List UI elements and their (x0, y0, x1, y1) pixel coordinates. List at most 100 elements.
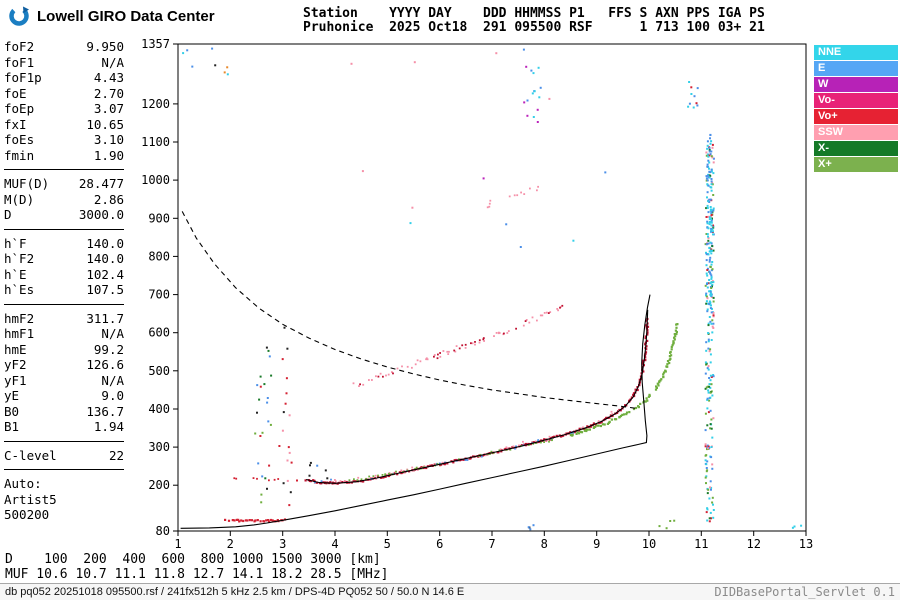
param-value: 9.950 (86, 39, 124, 54)
x-tick-label: 12 (746, 537, 760, 551)
x-tick-label: 1 (174, 537, 181, 551)
legend-vo-: Vo- (814, 93, 898, 108)
trace-Es-O (224, 518, 287, 523)
y-tick-label: 900 (148, 211, 170, 225)
param-label: h`Es (4, 282, 35, 297)
param-fxi: fxI 10.65 (4, 117, 124, 133)
param-label: foF1p (4, 70, 42, 85)
x-tick-label: 10 (642, 537, 656, 551)
servlet-label: DIDBasePortal_Servlet 0.1 (714, 585, 895, 599)
param-b0: B0 136.7 (4, 404, 124, 420)
param-h-f2: h`F2 140.0 (4, 251, 124, 267)
param-foep: foEp 3.07 (4, 101, 124, 117)
parameter-panel: foF2 9.950 foF1 N/A foF1p 4.43 foE 2.70 foEp 3.07… (4, 39, 124, 523)
param-label: B1 (4, 419, 20, 434)
noise-dots-orange (223, 66, 229, 76)
param-value: 140.0 (86, 235, 124, 251)
param-value: 107.5 (86, 282, 124, 297)
param-value: N/A (101, 326, 124, 341)
x-tick-label: 8 (541, 537, 548, 551)
param-hmf1: hmF1 N/A (4, 326, 124, 342)
y-tick-label: 600 (148, 326, 170, 340)
param-label: hmF1 (4, 326, 35, 341)
param-value: 311.7 (86, 310, 124, 326)
param-label: fmin (4, 147, 35, 163)
param-text-artist5: Artist5 (4, 491, 57, 507)
param-value: 9.0 (101, 388, 124, 403)
param-value: 10.65 (86, 116, 124, 132)
dmuf-distance-row: D 100 200 400 600 800 1000 1500 3000 [km… (5, 552, 381, 567)
x-tick-label: 2 (227, 537, 234, 551)
x-tick-label: 5 (384, 537, 391, 551)
param-value: 126.6 (86, 357, 124, 372)
param-h-es: h`Es 107.5 (4, 282, 124, 298)
dmuf-table: D 100 200 400 600 800 1000 1500 3000 [km… (5, 552, 389, 582)
param-value: 99.2 (93, 341, 124, 357)
y-tick-label: 800 (148, 249, 170, 263)
param-divider (4, 469, 124, 470)
status-text: db pq052 20251018 095500.rsf / 241fx512h… (5, 586, 465, 598)
legend-vo-: Vo+ (814, 109, 898, 124)
param-label: foE (4, 85, 27, 101)
y-tick-label: 80 (156, 524, 170, 538)
param-b1: B1 1.94 (4, 419, 124, 435)
param-label: MUF(D) (4, 176, 50, 191)
y-tick-label: 300 (148, 440, 170, 454)
param-label: yE (4, 388, 20, 403)
param-hmf2: hmF2 311.7 (4, 311, 124, 327)
status-bar: db pq052 20251018 095500.rsf / 241fx512h… (0, 583, 900, 600)
param-divider (4, 440, 124, 442)
param-text-auto: Auto: (4, 476, 42, 491)
trace-F-O (304, 317, 650, 485)
param-hme: hmE 99.2 (4, 342, 124, 358)
noise-dots-top-left (182, 47, 217, 68)
param-fof1: foF1 N/A (4, 55, 124, 71)
param-label: hmF2 (4, 310, 35, 326)
trace-F2-third-hop (486, 185, 539, 209)
param-value: 3000.0 (78, 207, 124, 222)
y-tick-label: 1357 (141, 37, 170, 51)
param-c-level: C-level 22 (4, 448, 124, 464)
y-tick-label: 1200 (141, 97, 170, 111)
x-tick-label: 6 (436, 537, 443, 551)
noise-cluster-11mhz-top (687, 81, 699, 109)
param-d: D 3000.0 (4, 207, 124, 223)
param-label: h`E (4, 266, 27, 282)
trace-F2-second-hop (352, 306, 562, 387)
param-divider (4, 169, 124, 170)
param-label: hmE (4, 341, 27, 357)
x-tick-label: 9 (593, 537, 600, 551)
param-yf1: yF1 N/A (4, 373, 124, 389)
param-foes: foEs 3.10 (4, 132, 124, 148)
param-ye: yE 9.0 (4, 388, 124, 404)
noise-scatter-foe-cusp (278, 326, 293, 507)
param-label: D (4, 207, 12, 222)
param-label: yF1 (4, 372, 27, 388)
param-label: h`F (4, 235, 27, 251)
param-value: 1.90 (93, 147, 124, 163)
param-text-500200: 500200 (4, 507, 50, 522)
dmuf-muf-row: MUF 10.6 10.7 11.1 11.8 12.7 14.1 18.2 2… (5, 567, 389, 582)
param-label: h`F2 (4, 251, 35, 266)
noise-dots-bottom-right (791, 524, 803, 529)
trace-Es-multiple (233, 477, 280, 482)
giro-logo-icon (9, 6, 29, 26)
station-header: Station YYYY DAY DDD HHMMSS P1 FFS S AXN… (303, 7, 765, 35)
param-fof2: foF2 9.950 (4, 39, 124, 55)
noise-rfi-column (704, 133, 715, 523)
param-value: 28.477 (78, 176, 124, 191)
param-label: fxI (4, 116, 27, 132)
param-value: 102.4 (86, 266, 124, 282)
param-label: C-level (4, 447, 57, 463)
param-label: foF1 (4, 54, 35, 70)
param-value: 1.94 (93, 419, 124, 434)
legend-w: W (814, 77, 898, 92)
trace-F-blue (314, 431, 575, 484)
noise-dots-green-bottom (658, 519, 676, 530)
param-muf-d-: MUF(D) 28.477 (4, 176, 124, 192)
param-value: N/A (101, 372, 124, 388)
noise-dots-sparse-top (350, 52, 607, 248)
param-label: B0 (4, 403, 20, 419)
param-value: 4.43 (93, 70, 124, 85)
param-value: 136.7 (86, 403, 124, 419)
